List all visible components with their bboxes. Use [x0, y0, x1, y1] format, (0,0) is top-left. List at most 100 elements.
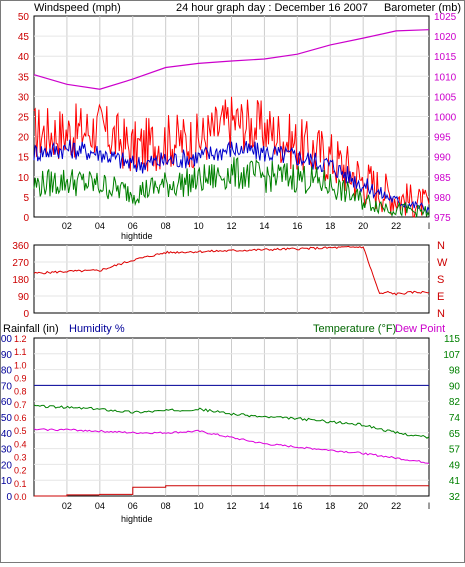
- temperature-ytick: 107: [443, 350, 460, 361]
- humidity-xtick: 22: [391, 501, 401, 511]
- baro-ytick: 1010: [434, 72, 457, 83]
- rain-ytick: 0.8: [14, 387, 27, 397]
- baro-ytick: 1005: [434, 92, 457, 103]
- wind-min-line: [33, 157, 430, 218]
- humidity-ytick: 90: [1, 350, 12, 361]
- wind-ytick: 5: [23, 193, 29, 204]
- rain-ytick: 0.5: [14, 426, 27, 436]
- baro-ytick: 995: [434, 133, 451, 144]
- humidity-xtick: 10: [194, 501, 204, 511]
- dewpoint-line: [33, 428, 430, 464]
- wind-xtick: 02: [62, 221, 72, 231]
- wind-ytick: 20: [18, 133, 30, 144]
- direction-ytick: 270: [12, 258, 29, 269]
- wind-xtick: 22: [391, 221, 401, 231]
- humidity-ytick: 50: [1, 413, 12, 424]
- wind-gust-line: [33, 96, 430, 218]
- temperature-ytick: 57: [449, 445, 461, 456]
- wind-xtick: 06: [128, 221, 138, 231]
- temperature-ytick: 98: [449, 366, 461, 377]
- humidity-xtick: 08: [161, 501, 171, 511]
- wind-ytick: 30: [18, 92, 30, 103]
- baro-ytick: 985: [434, 173, 451, 184]
- humidity-ytick: 20: [1, 460, 12, 471]
- compass-ytick: N: [437, 308, 445, 320]
- rainfall-line: [34, 485, 429, 497]
- wind-xtick: 10: [194, 221, 204, 231]
- baro-ytick: 990: [434, 153, 451, 164]
- rain-ytick: 1.1: [14, 347, 27, 357]
- rain-ytick: 1.0: [14, 360, 27, 370]
- wind-xtick: 18: [325, 221, 335, 231]
- humidity-xtick: 02: [62, 501, 72, 511]
- humidity-ytick: 0: [6, 492, 12, 503]
- temperature-ytick: 65: [449, 429, 461, 440]
- humidity-ytick: 100: [1, 334, 12, 345]
- baro-ytick: 1025: [434, 12, 457, 23]
- humidity-ytick: 40: [1, 429, 12, 440]
- temperature-ytick: 74: [449, 413, 461, 424]
- wind-ytick: 25: [18, 113, 30, 124]
- wind-ytick: 50: [18, 12, 30, 23]
- humidity-xtick: 20: [358, 501, 368, 511]
- compass-ytick: E: [437, 291, 444, 303]
- wind-xtick: 12: [226, 221, 236, 231]
- wind-ytick: 0: [23, 213, 29, 224]
- rain-ytick: 1.2: [14, 334, 27, 344]
- rain-ytick: 0.6: [14, 413, 27, 423]
- temperature-ytick: 41: [449, 476, 461, 487]
- direction-ytick: 0: [23, 309, 29, 320]
- rain-ytick: 0.7: [14, 400, 27, 410]
- wind-xtick: 08: [161, 221, 171, 231]
- chart-title: 24 hour graph day : December 16 2007: [176, 2, 368, 14]
- barometer-line: [33, 29, 430, 90]
- baro-ytick: 980: [434, 193, 451, 204]
- temperature-line: [33, 404, 430, 439]
- wind-avg-line: [33, 139, 430, 214]
- humidity-xtick: 16: [292, 501, 302, 511]
- rain-ytick: 0.9: [14, 374, 27, 384]
- direction-line: [33, 245, 430, 296]
- baro-ytick: 975: [434, 213, 451, 224]
- wind-xtick: l: [428, 221, 430, 231]
- humidity-ytick: 10: [1, 476, 12, 487]
- barometer-title: Barometer (mb): [384, 2, 461, 14]
- wind-ytick: 35: [18, 72, 30, 83]
- rain-ytick: 0.3: [14, 453, 27, 463]
- temperature-title: Temperature (°F): [313, 323, 396, 335]
- rainfall-title: Rainfall (in): [3, 323, 59, 335]
- baro-ytick: 1020: [434, 32, 457, 43]
- hightide-label-top: hightide: [121, 231, 153, 241]
- humidity-xtick: 18: [325, 501, 335, 511]
- humidity-ytick: 30: [1, 445, 12, 456]
- hightide-label-bottom: hightide: [121, 514, 153, 524]
- direction-ytick: 90: [18, 292, 30, 303]
- humidity-xtick: 12: [226, 501, 236, 511]
- wind-ytick: 45: [18, 32, 30, 43]
- humidity-ytick: 60: [1, 397, 12, 408]
- temperature-ytick: 82: [449, 397, 461, 408]
- temperature-ytick: 115: [444, 334, 460, 345]
- compass-ytick: N: [437, 240, 445, 252]
- baro-ytick: 1015: [434, 52, 457, 63]
- humidity-xtick: l: [428, 501, 430, 511]
- humidity-xtick: 14: [259, 501, 269, 511]
- wind-xtick: 16: [292, 221, 302, 231]
- dewpoint-title: Dew Point: [395, 323, 445, 335]
- temperature-ytick: 49: [449, 460, 461, 471]
- humidity-xtick: 06: [128, 501, 138, 511]
- direction-ytick: 360: [12, 241, 29, 252]
- wind-xtick: 14: [259, 221, 269, 231]
- wind-ytick: 15: [18, 153, 30, 164]
- humidity-ytick: 70: [1, 381, 12, 392]
- direction-ytick: 180: [12, 275, 29, 286]
- rain-ytick: 0.0: [14, 492, 27, 502]
- wind-ytick: 10: [18, 173, 30, 184]
- wind-xtick: 20: [358, 221, 368, 231]
- humidity-xtick: 04: [95, 501, 105, 511]
- rain-ytick: 0.1: [14, 479, 27, 489]
- windspeed-title: Windspeed (mph): [34, 2, 121, 14]
- temperature-ytick: 32: [449, 492, 461, 503]
